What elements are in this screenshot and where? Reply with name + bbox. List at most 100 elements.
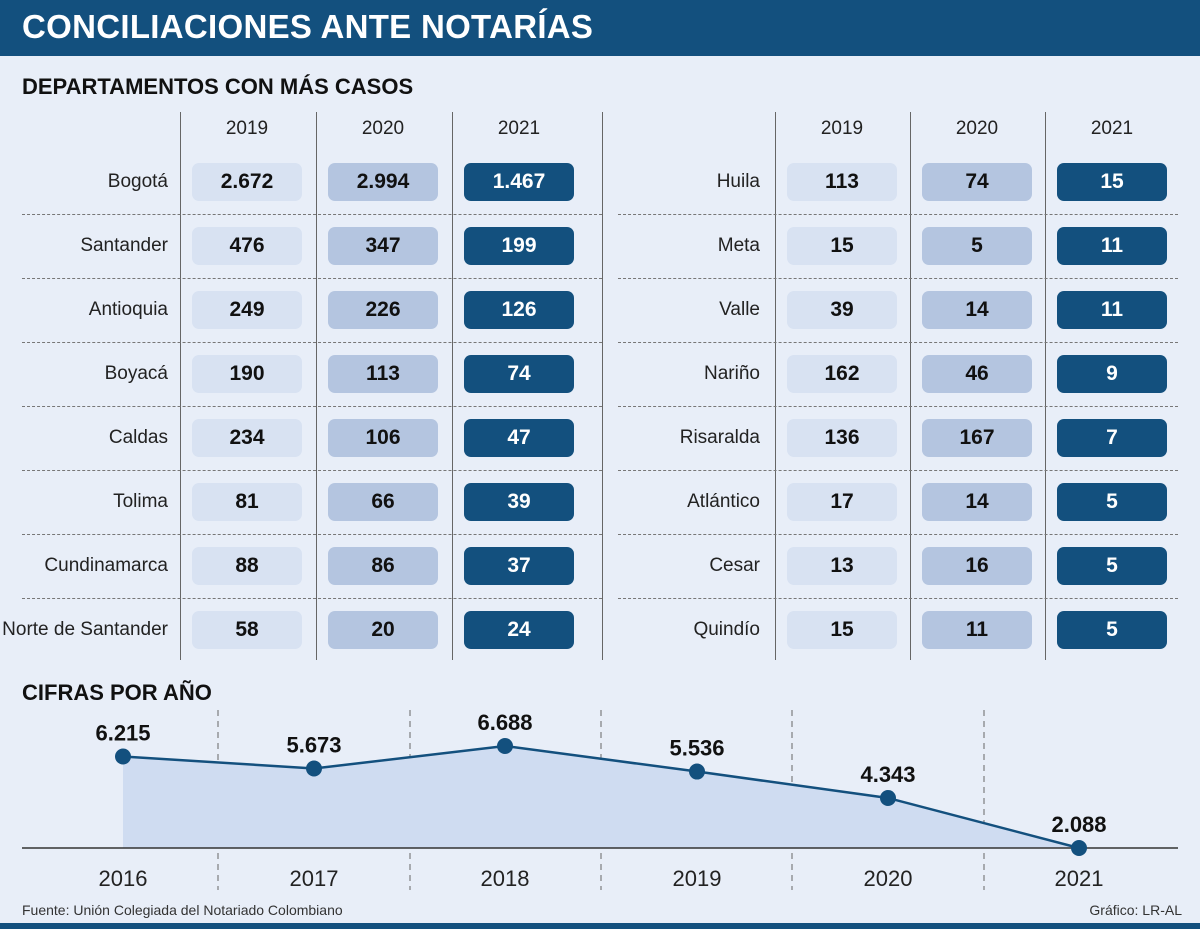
col-header-2021-right: 2021 bbox=[1090, 118, 1134, 139]
row-label: Risaralda bbox=[679, 427, 760, 448]
row-label: Valle bbox=[719, 299, 760, 320]
col-header-2020-left: 2020 bbox=[361, 118, 405, 139]
value-cell-2019: 234 bbox=[192, 419, 302, 457]
table-title: DEPARTAMENTOS CON MÁS CASOS bbox=[22, 74, 414, 99]
data-point bbox=[689, 763, 705, 780]
value-cell-2019: 15 bbox=[787, 227, 897, 265]
value-cell-2021: 37 bbox=[464, 547, 574, 585]
source-note: Fuente: Unión Colegiada del Notariado Co… bbox=[22, 902, 343, 918]
value-cell-2021: 5 bbox=[1057, 483, 1167, 521]
value-cell-2020: 14 bbox=[922, 483, 1032, 521]
value-cell-2021: 126 bbox=[464, 291, 574, 329]
series-line bbox=[122, 744, 1080, 850]
row-label: Meta bbox=[717, 235, 760, 256]
value-cell-2020: 86 bbox=[328, 547, 438, 585]
value-cell-2021: 5 bbox=[1057, 611, 1167, 649]
row-separator bbox=[22, 278, 602, 279]
value-cell-2021: 9 bbox=[1057, 355, 1167, 393]
value-cell-2021: 11 bbox=[1057, 291, 1167, 329]
col-header-2021-left: 2021 bbox=[497, 118, 541, 139]
row-label: Caldas bbox=[108, 427, 168, 448]
row-separator bbox=[618, 278, 1178, 279]
value-cell-2020: 167 bbox=[922, 419, 1032, 457]
column-divider bbox=[180, 112, 181, 660]
row-separator bbox=[22, 406, 602, 407]
value-cell-2021: 47 bbox=[464, 419, 574, 457]
row-separator bbox=[22, 214, 602, 215]
value-cell-2019: 13 bbox=[787, 547, 897, 585]
data-label: 5.673 bbox=[286, 733, 341, 758]
value-cell-2019: 88 bbox=[192, 547, 302, 585]
value-cell-2019: 81 bbox=[192, 483, 302, 521]
yearly-line-chart: 6.215 2016 5.673 2017 6.688 2018 5.536 2019 4.34… bbox=[22, 710, 1178, 891]
row-separator bbox=[22, 598, 602, 599]
value-cell-2020: 106 bbox=[328, 419, 438, 457]
row-separator bbox=[618, 470, 1178, 471]
column-divider bbox=[602, 112, 603, 660]
value-cell-2019: 15 bbox=[787, 611, 897, 649]
row-label: Cundinamarca bbox=[44, 555, 168, 576]
column-divider bbox=[1045, 112, 1046, 660]
value-cell-2019: 58 bbox=[192, 611, 302, 649]
column-divider bbox=[452, 112, 453, 660]
data-label: 5.536 bbox=[669, 736, 724, 761]
row-separator bbox=[22, 470, 602, 471]
row-separator bbox=[22, 534, 602, 535]
value-cell-2020: 46 bbox=[922, 355, 1032, 393]
value-cell-2020: 11 bbox=[922, 611, 1032, 649]
row-label: Norte de Santander bbox=[2, 619, 168, 640]
value-cell-2019: 249 bbox=[192, 291, 302, 329]
row-label: Antioquia bbox=[88, 299, 168, 320]
row-label: Nariño bbox=[704, 363, 760, 384]
value-cell-2019: 476 bbox=[192, 227, 302, 265]
data-point bbox=[497, 738, 513, 754]
value-cell-2021: 5 bbox=[1057, 547, 1167, 585]
column-divider bbox=[316, 112, 317, 660]
row-label: Santander bbox=[80, 235, 168, 256]
x-tick-label: 2019 bbox=[673, 866, 722, 891]
column-divider bbox=[910, 112, 911, 660]
x-tick-label: 2017 bbox=[290, 866, 339, 891]
x-tick-label: 2021 bbox=[1055, 866, 1104, 891]
x-tick-label: 2020 bbox=[864, 866, 913, 891]
value-cell-2019: 136 bbox=[787, 419, 897, 457]
value-cell-2020: 20 bbox=[328, 611, 438, 649]
value-cell-2020: 5 bbox=[922, 227, 1032, 265]
value-cell-2019: 17 bbox=[787, 483, 897, 521]
value-cell-2020: 16 bbox=[922, 547, 1032, 585]
row-separator bbox=[618, 534, 1178, 535]
value-cell-2021: 7 bbox=[1057, 419, 1167, 457]
value-cell-2021: 199 bbox=[464, 227, 574, 265]
row-label: Cesar bbox=[709, 555, 760, 576]
data-point bbox=[306, 760, 322, 777]
row-label: Huila bbox=[716, 171, 760, 192]
row-separator bbox=[618, 214, 1178, 215]
x-tick-label: 2018 bbox=[481, 866, 530, 891]
col-header-2019-left: 2019 bbox=[225, 118, 269, 139]
value-cell-2020: 347 bbox=[328, 227, 438, 265]
col-header-2019-right: 2019 bbox=[820, 118, 864, 139]
value-cell-2020: 2.994 bbox=[328, 163, 438, 201]
data-label: 6.215 bbox=[95, 720, 150, 745]
row-separator bbox=[22, 342, 602, 343]
area-fill bbox=[123, 746, 1079, 848]
row-label: Tolima bbox=[113, 491, 168, 512]
page-title: CONCILIACIONES ANTE NOTARÍAS bbox=[22, 8, 594, 45]
row-separator bbox=[618, 406, 1178, 407]
value-cell-2019: 39 bbox=[787, 291, 897, 329]
row-label: Quindío bbox=[693, 619, 760, 640]
value-cell-2020: 14 bbox=[922, 291, 1032, 329]
row-label: Boyacá bbox=[104, 363, 168, 384]
row-separator bbox=[618, 598, 1178, 599]
column-divider bbox=[775, 112, 776, 660]
data-point bbox=[1071, 840, 1087, 856]
data-point bbox=[880, 789, 896, 806]
x-tick-label: 2016 bbox=[99, 866, 148, 891]
value-cell-2020: 74 bbox=[922, 163, 1032, 201]
value-cell-2021: 15 bbox=[1057, 163, 1167, 201]
bottom-bar bbox=[0, 923, 1200, 929]
value-cell-2019: 162 bbox=[787, 355, 897, 393]
value-cell-2021: 39 bbox=[464, 483, 574, 521]
graphic-credit: Gráfico: LR-AL bbox=[1089, 902, 1182, 918]
value-cell-2019: 190 bbox=[192, 355, 302, 393]
